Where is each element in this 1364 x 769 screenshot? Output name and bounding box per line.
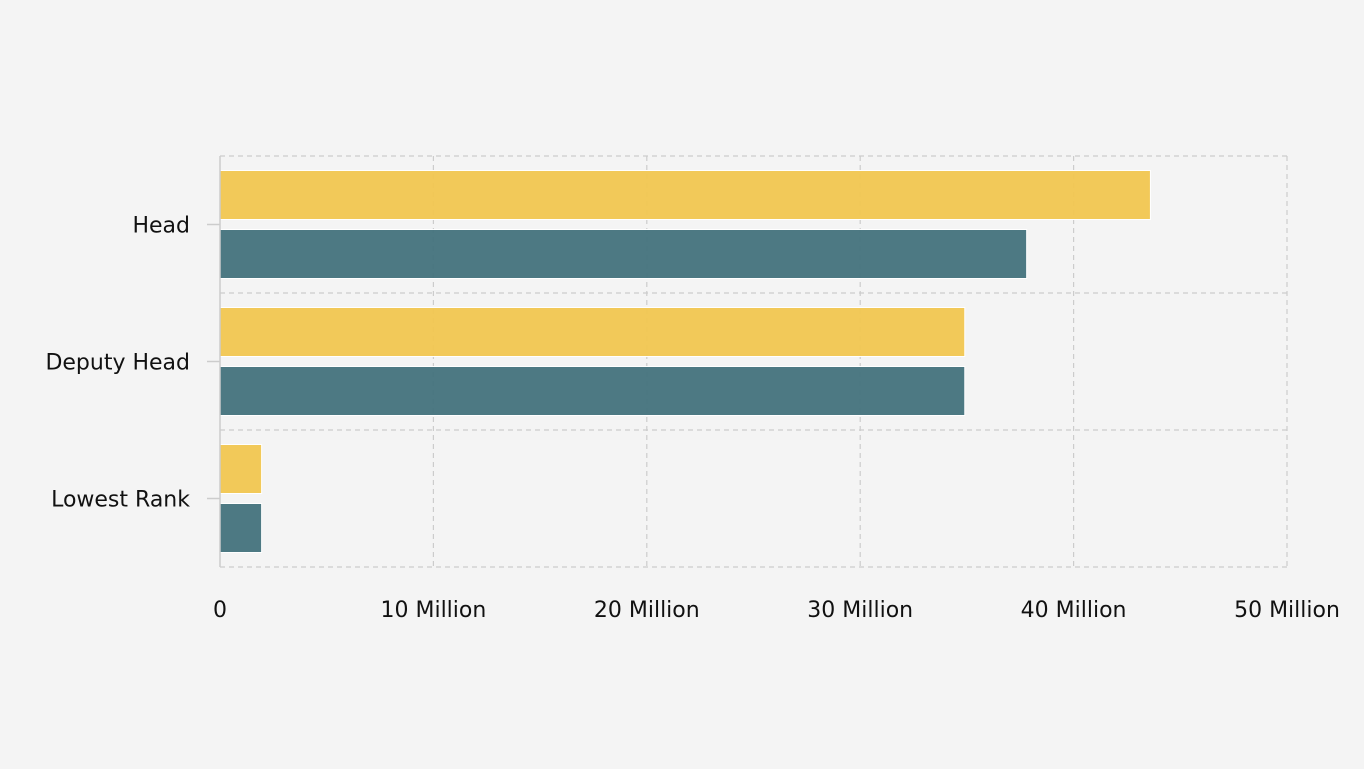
bar-1 (219, 444, 263, 494)
x-tick-label: 30 Million (807, 598, 913, 623)
bar-2 (219, 503, 263, 553)
x-tick-label: 0 (213, 598, 227, 623)
x-tick-label: 10 Million (380, 598, 486, 623)
bar-1 (219, 170, 1151, 220)
y-tick-label: Deputy Head (45, 351, 190, 376)
bar-2 (219, 229, 1028, 279)
x-tick-label: 50 Million (1234, 598, 1340, 623)
bar-1 (219, 307, 966, 357)
y-tick-label: Lowest Rank (51, 488, 190, 513)
bars (219, 170, 1151, 553)
axes (207, 156, 221, 567)
y-tick-label: Head (132, 214, 190, 239)
axis-labels: Head Deputy Head Lowest Rank 0 10 Million 20 … (45, 214, 1339, 624)
x-tick-label: 20 Million (594, 598, 700, 623)
bar-2 (219, 366, 966, 416)
x-tick-label: 40 Million (1021, 598, 1127, 623)
grid-lines (220, 155, 1288, 568)
